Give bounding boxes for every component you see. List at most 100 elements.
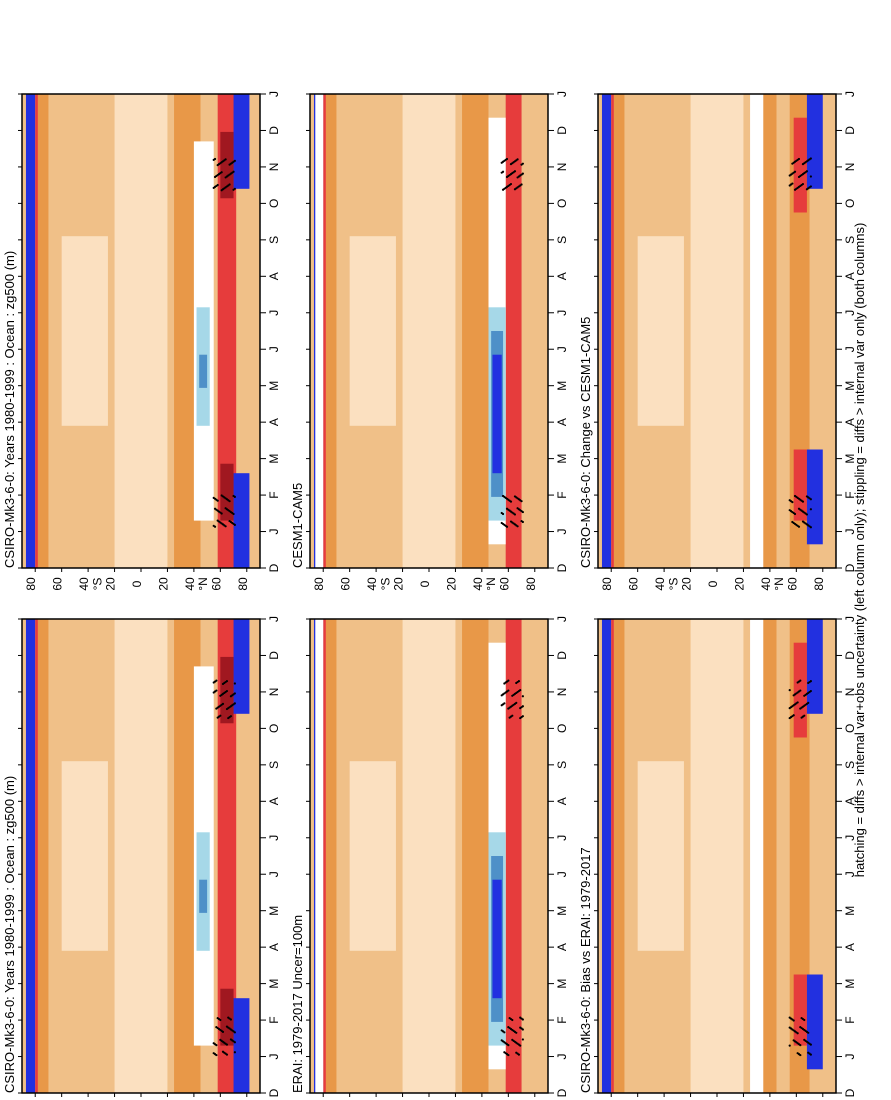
month-tick-label: A — [267, 943, 281, 951]
stipple-dot — [519, 1044, 522, 1047]
month-tick-label: J — [267, 871, 281, 877]
stipple-dot — [796, 701, 799, 704]
month-tick-label: D — [843, 563, 857, 572]
stipple-dot — [233, 692, 236, 695]
stippling — [212, 157, 236, 528]
stipple-dot — [220, 171, 223, 174]
month-tick-label: F — [267, 1016, 281, 1023]
stipple-dot — [519, 689, 522, 692]
stipple-dot — [505, 157, 509, 161]
stipple-dot — [799, 689, 802, 692]
stipple-dot — [233, 1031, 236, 1034]
contour-tropics — [690, 619, 744, 1093]
stipple-dot — [793, 512, 797, 516]
stipple-dot — [225, 1053, 229, 1056]
month-tick-label: S — [267, 236, 281, 244]
lat-tick-label: 40 — [77, 577, 91, 591]
contour-high-lat — [806, 94, 823, 189]
month-tick-label: D — [555, 1088, 569, 1097]
stipple-dot — [801, 500, 805, 503]
month-tick-label: M — [843, 381, 857, 391]
contour-tropics — [402, 619, 456, 1093]
month-tick-label: F — [843, 491, 857, 498]
stippling — [212, 679, 236, 1057]
lat-tick-label: 40 — [653, 577, 667, 591]
contour-antarctic — [601, 94, 612, 568]
month-tick-label: M — [555, 381, 569, 391]
stipple-dot — [233, 187, 236, 190]
contour-high-lat — [315, 94, 324, 568]
lat-tick-label: 60 — [339, 577, 353, 591]
stipple-dot — [517, 679, 521, 683]
panel-title: CSIRO-Mk3-6-0: Bias vs ERAI: 1979-2017 — [578, 847, 593, 1093]
stipple-dot — [807, 701, 810, 704]
contour-south-ring — [37, 619, 49, 1093]
contour-antarctic — [25, 619, 36, 1093]
stipple-dot — [501, 512, 505, 516]
month-tick-label: S — [267, 761, 281, 769]
stipple-dot — [521, 1038, 524, 1041]
stipple-dot — [213, 525, 217, 528]
contour-south-mid — [349, 761, 396, 951]
lat-label-south: °S — [90, 578, 104, 591]
panel-1: DJFMAMJJASONDJ80604020020406080°N°SCSIRO… — [2, 616, 281, 1097]
lat-tick-label: 0 — [130, 580, 144, 587]
stipple-dot — [521, 510, 524, 514]
contour-antarctic-edge — [323, 94, 326, 568]
stipple-dot — [516, 525, 519, 528]
stipple-dot — [521, 1018, 524, 1021]
month-tick-label: D — [843, 126, 857, 135]
lat-tick-label: 0 — [418, 580, 432, 587]
contour-high-lat — [199, 879, 208, 913]
stipple-dot — [220, 512, 223, 515]
month-tick-label: J — [267, 835, 281, 841]
stipple-dot — [225, 1043, 229, 1046]
month-tick-label: N — [267, 163, 281, 172]
month-tick-label: A — [555, 797, 569, 805]
lat-tick-label: 40 — [365, 577, 379, 591]
stipple-dot — [224, 158, 227, 161]
month-tick-label: J — [267, 616, 281, 622]
month-tick-label: A — [555, 943, 569, 951]
panel-title: CSIRO-Mk3-6-0: Change vs CESM1-CAM5 — [578, 317, 593, 568]
stipple-dot — [215, 689, 218, 692]
stippling — [788, 679, 812, 1057]
lat-tick-label: 80 — [236, 577, 250, 591]
contour-high-lat — [220, 131, 234, 199]
contour-antarctic-edge — [611, 619, 614, 1093]
month-tick-label: J — [843, 1054, 857, 1060]
month-tick-label: A — [843, 943, 857, 951]
contour-high-lat — [217, 94, 237, 568]
lat-tick-label: 40 — [471, 577, 485, 591]
month-tick-label: M — [555, 906, 569, 916]
panel-4: D J F M A M J J A S O N D J 80 60 40 20 0 20 40 60 80 °N °S CESM1… — [290, 91, 569, 591]
stipple-dot — [788, 1044, 791, 1047]
month-tick-label: M — [267, 979, 281, 989]
contour-south-mid — [61, 236, 108, 426]
stipple-dot — [509, 182, 513, 186]
stipple-dot — [233, 1051, 236, 1054]
month-tick-label: D — [843, 651, 857, 660]
contour-south-mid — [637, 761, 684, 951]
contour-high-lat — [806, 449, 823, 545]
month-tick-label: O — [843, 724, 857, 733]
stipple-dot — [809, 508, 812, 511]
contour-antarctic-edge — [35, 619, 38, 1093]
contour-high-lat — [199, 354, 208, 388]
stipple-dot — [507, 1053, 510, 1057]
month-tick-label: J — [843, 310, 857, 316]
month-tick-label: D — [267, 1088, 281, 1097]
stipple-dot — [803, 714, 806, 717]
stipple-dot — [809, 157, 812, 160]
stipple-dot — [796, 1032, 799, 1035]
contour-south-mid — [349, 236, 396, 426]
stipple-dot — [520, 183, 523, 186]
figure-footnote: hatching = diffs > internal var+obs unce… — [852, 223, 867, 878]
stipple-dot — [216, 183, 219, 187]
panel-2: D J F M A M J J A S O N D J 80 60 40 20 0 20 40 60 80 °N °S CSIRO… — [2, 91, 281, 591]
lat-label-north: °N — [772, 577, 786, 590]
lat-tick-label: 80 — [812, 577, 826, 591]
stipple-dot — [793, 170, 797, 173]
month-tick-label: D — [555, 126, 569, 135]
